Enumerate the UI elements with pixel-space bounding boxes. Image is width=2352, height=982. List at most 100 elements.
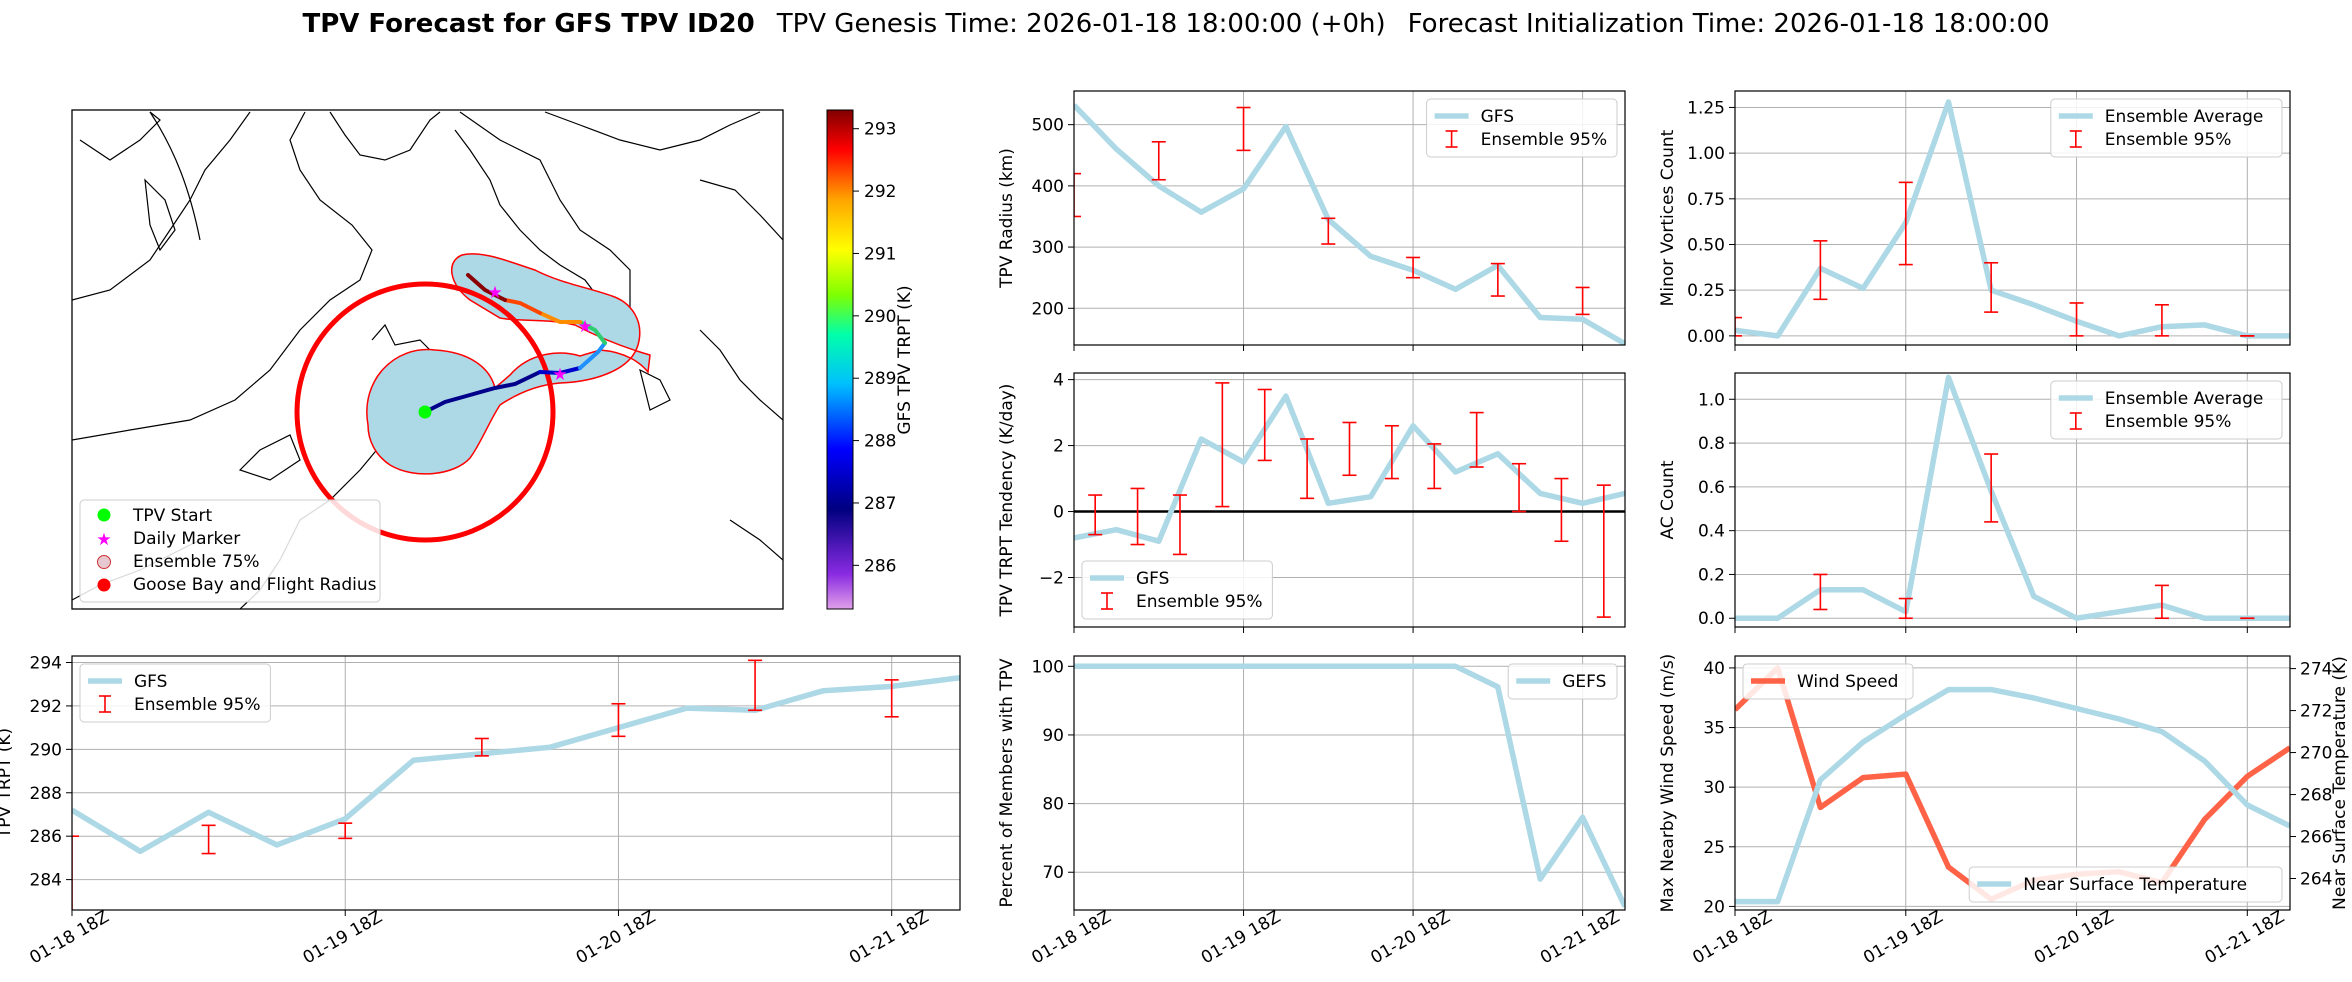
percent-ytick-label: 100 — [1032, 657, 1064, 677]
legend-goose-bay-icon — [97, 578, 111, 592]
wind-frame — [1734, 655, 2291, 911]
legend-daily-marker: Daily Marker — [133, 529, 240, 549]
radius-panel: 200 300 400 500 TPV Radius (km) GFS Ensemble 9… — [997, 90, 1626, 351]
wind-legend-box — [1968, 866, 2283, 903]
tpv-track — [423, 273, 607, 414]
wind-right-tick-label: 274 — [2300, 660, 2332, 680]
ac-legend-label: Ensemble 95% — [2105, 412, 2232, 432]
tendency-ytick-label: 4 — [1053, 371, 1064, 391]
tendency-legend-label: GFS — [1136, 569, 1169, 589]
daily-markers: ★ ★ ★ — [487, 283, 592, 385]
trpt-legend-label: GFS — [134, 672, 167, 692]
map-legend: TPV Start ★ Daily Marker Ensemble 75% Go… — [79, 499, 381, 603]
radius-ytick-label: 500 — [1032, 116, 1064, 136]
legend-tpv-start: TPV Start — [132, 506, 213, 526]
title-init: Forecast Initialization Time: 2026-01-18… — [1408, 9, 2050, 39]
legend-daily-marker-icon: ★ — [96, 530, 111, 550]
wind-xtick-label: 01-19 18Z — [1860, 907, 1946, 968]
ac-plot-area — [1735, 374, 2290, 621]
ac-ytick-label: 0.8 — [1698, 434, 1725, 454]
wind-panel: 01-18 18Z 01-19 18Z 01-20 18Z 01-21 18Z 20 25… — [1658, 654, 2350, 969]
trpt-ylabel: TPV TRPT (K) — [0, 728, 15, 839]
colorbar-tick-label: 291 — [864, 244, 896, 264]
radius-frame — [1073, 90, 1626, 346]
wind-xtick-label: 01-21 18Z — [2202, 907, 2288, 968]
svg-text:★: ★ — [552, 365, 567, 385]
flight-radius-circle — [294, 281, 556, 543]
trpt-xtick-label: 01-19 18Z — [300, 907, 386, 968]
tendency-series-gfs — [1074, 393, 1625, 544]
trpt-ytick-label: 292 — [30, 697, 62, 717]
ac-legend-label: Ensemble Average — [2105, 389, 2264, 409]
trpt-ytick-label: 288 — [30, 784, 62, 804]
tendency-legend-label: Ensemble 95% — [1136, 592, 1263, 612]
wind-right-tick-label: 266 — [2300, 828, 2332, 848]
legend-goose-bay: Goose Bay and Flight Radius — [133, 575, 377, 595]
trpt-series-gfs — [72, 674, 960, 855]
legend-ensemble-75: Ensemble 75% — [133, 552, 260, 572]
percent-legend: GEFS — [1507, 663, 1618, 700]
svg-text:★: ★ — [487, 283, 502, 303]
minor-ytick-label: 0.75 — [1687, 190, 1725, 210]
minor-ytick-label: 0.50 — [1687, 235, 1725, 255]
trpt-frame — [71, 655, 961, 911]
trpt-ytick-label: 284 — [30, 871, 62, 891]
colorbar: 293 292 291 290 289 288 287 286 GFS TPV TRPT (K… — [826, 109, 915, 610]
wind-right-ylabel: Near Surface Temperature (K) — [2330, 656, 2350, 910]
tendency-frame — [1073, 372, 1626, 628]
wind-legend: Wind Speed — [1742, 663, 1914, 700]
tendency-legend-box — [1081, 560, 1273, 620]
figure-title: TPV Forecast for GFS TPV ID20 TPV Genesis… — [302, 9, 2049, 39]
wind-right-tick-label: 272 — [2300, 702, 2332, 722]
trpt-legend: GFS Ensemble 95% — [79, 663, 271, 723]
trpt-legend-box — [79, 663, 271, 723]
colorbar-tick-label: 288 — [864, 432, 896, 452]
minor-ytick-label: 1.25 — [1687, 98, 1725, 118]
wind-ytick-label: 35 — [1703, 719, 1725, 739]
ensemble-75-region — [366, 253, 651, 475]
wind-ytick-label: 30 — [1703, 778, 1725, 798]
ac-ytick-label: 0.4 — [1698, 522, 1725, 542]
trpt-legend-label: Ensemble 95% — [134, 695, 261, 715]
colorbar-label: GFS TPV TRPT (K) — [895, 285, 915, 434]
ac-series-ensemble-average — [1735, 374, 2290, 621]
minor-legend-label: Ensemble 95% — [2105, 130, 2232, 150]
ac-ytick-label: 0.0 — [1698, 609, 1725, 629]
radius-legend-label: GFS — [1481, 107, 1514, 127]
radius-legend: GFS Ensemble 95% — [1426, 98, 1618, 158]
colorbar-gradient — [826, 109, 854, 610]
wind-legend-box — [1742, 663, 1914, 700]
tendency-ylabel: TPV TRPT Tendency (K/day) — [997, 384, 1017, 618]
radius-series-gfs — [1074, 103, 1625, 345]
tpv-start-marker — [418, 405, 432, 419]
minor-legend-box — [2050, 98, 2283, 158]
minor-plot-area — [1735, 99, 2290, 339]
minor-ytick-label: 0.25 — [1687, 281, 1725, 301]
percent-panel: 01-18 18Z 01-19 18Z 01-20 18Z 01-21 18Z 70 80… — [997, 655, 1626, 968]
tendency-ytick-label: 0 — [1053, 503, 1064, 523]
radius-ylabel: TPV Radius (km) — [997, 148, 1017, 289]
wind-xtick-label: 01-20 18Z — [2031, 907, 2117, 968]
wind-right-tick-label: 264 — [2300, 870, 2332, 890]
percent-legend-label: GEFS — [1562, 672, 1606, 692]
ac-legend: Ensemble Average Ensemble 95% — [2050, 380, 2283, 440]
minor-ylabel: Minor Vortices Count — [1658, 129, 1678, 306]
minor-ytick-label: 1.00 — [1687, 144, 1725, 164]
minor-legend-label: Ensemble Average — [2105, 107, 2264, 127]
coastlines — [72, 111, 783, 609]
percent-ytick-label: 90 — [1042, 726, 1064, 746]
percent-xtick-label: 01-19 18Z — [1198, 907, 1284, 968]
percent-ytick-label: 80 — [1042, 795, 1064, 815]
percent-plot-area — [1074, 663, 1625, 908]
tendency-legend: GFS Ensemble 95% — [1081, 560, 1273, 620]
title-bold: TPV Forecast for GFS TPV ID20 — [302, 9, 754, 39]
percent-xtick-label: 01-20 18Z — [1367, 907, 1453, 968]
wind-ytick-label: 40 — [1703, 659, 1725, 679]
trpt-panel: 01-18 18Z 01-19 18Z 01-20 18Z 01-21 18Z 284 2… — [0, 654, 961, 968]
wind-right-tick-label: 268 — [2300, 786, 2332, 806]
wind-series-near-surface-temperature — [1735, 686, 2290, 905]
tendency-panel: −2 0 2 4 TPV TRPT Tendency (K/day) GFS Ensembl… — [997, 371, 1626, 633]
track-map: ★ ★ ★ TPV Start ★ Daily Marker Ensemble … — [71, 109, 915, 610]
minor-frame — [1734, 90, 2291, 346]
trpt-xtick-label: 01-21 18Z — [846, 907, 932, 968]
